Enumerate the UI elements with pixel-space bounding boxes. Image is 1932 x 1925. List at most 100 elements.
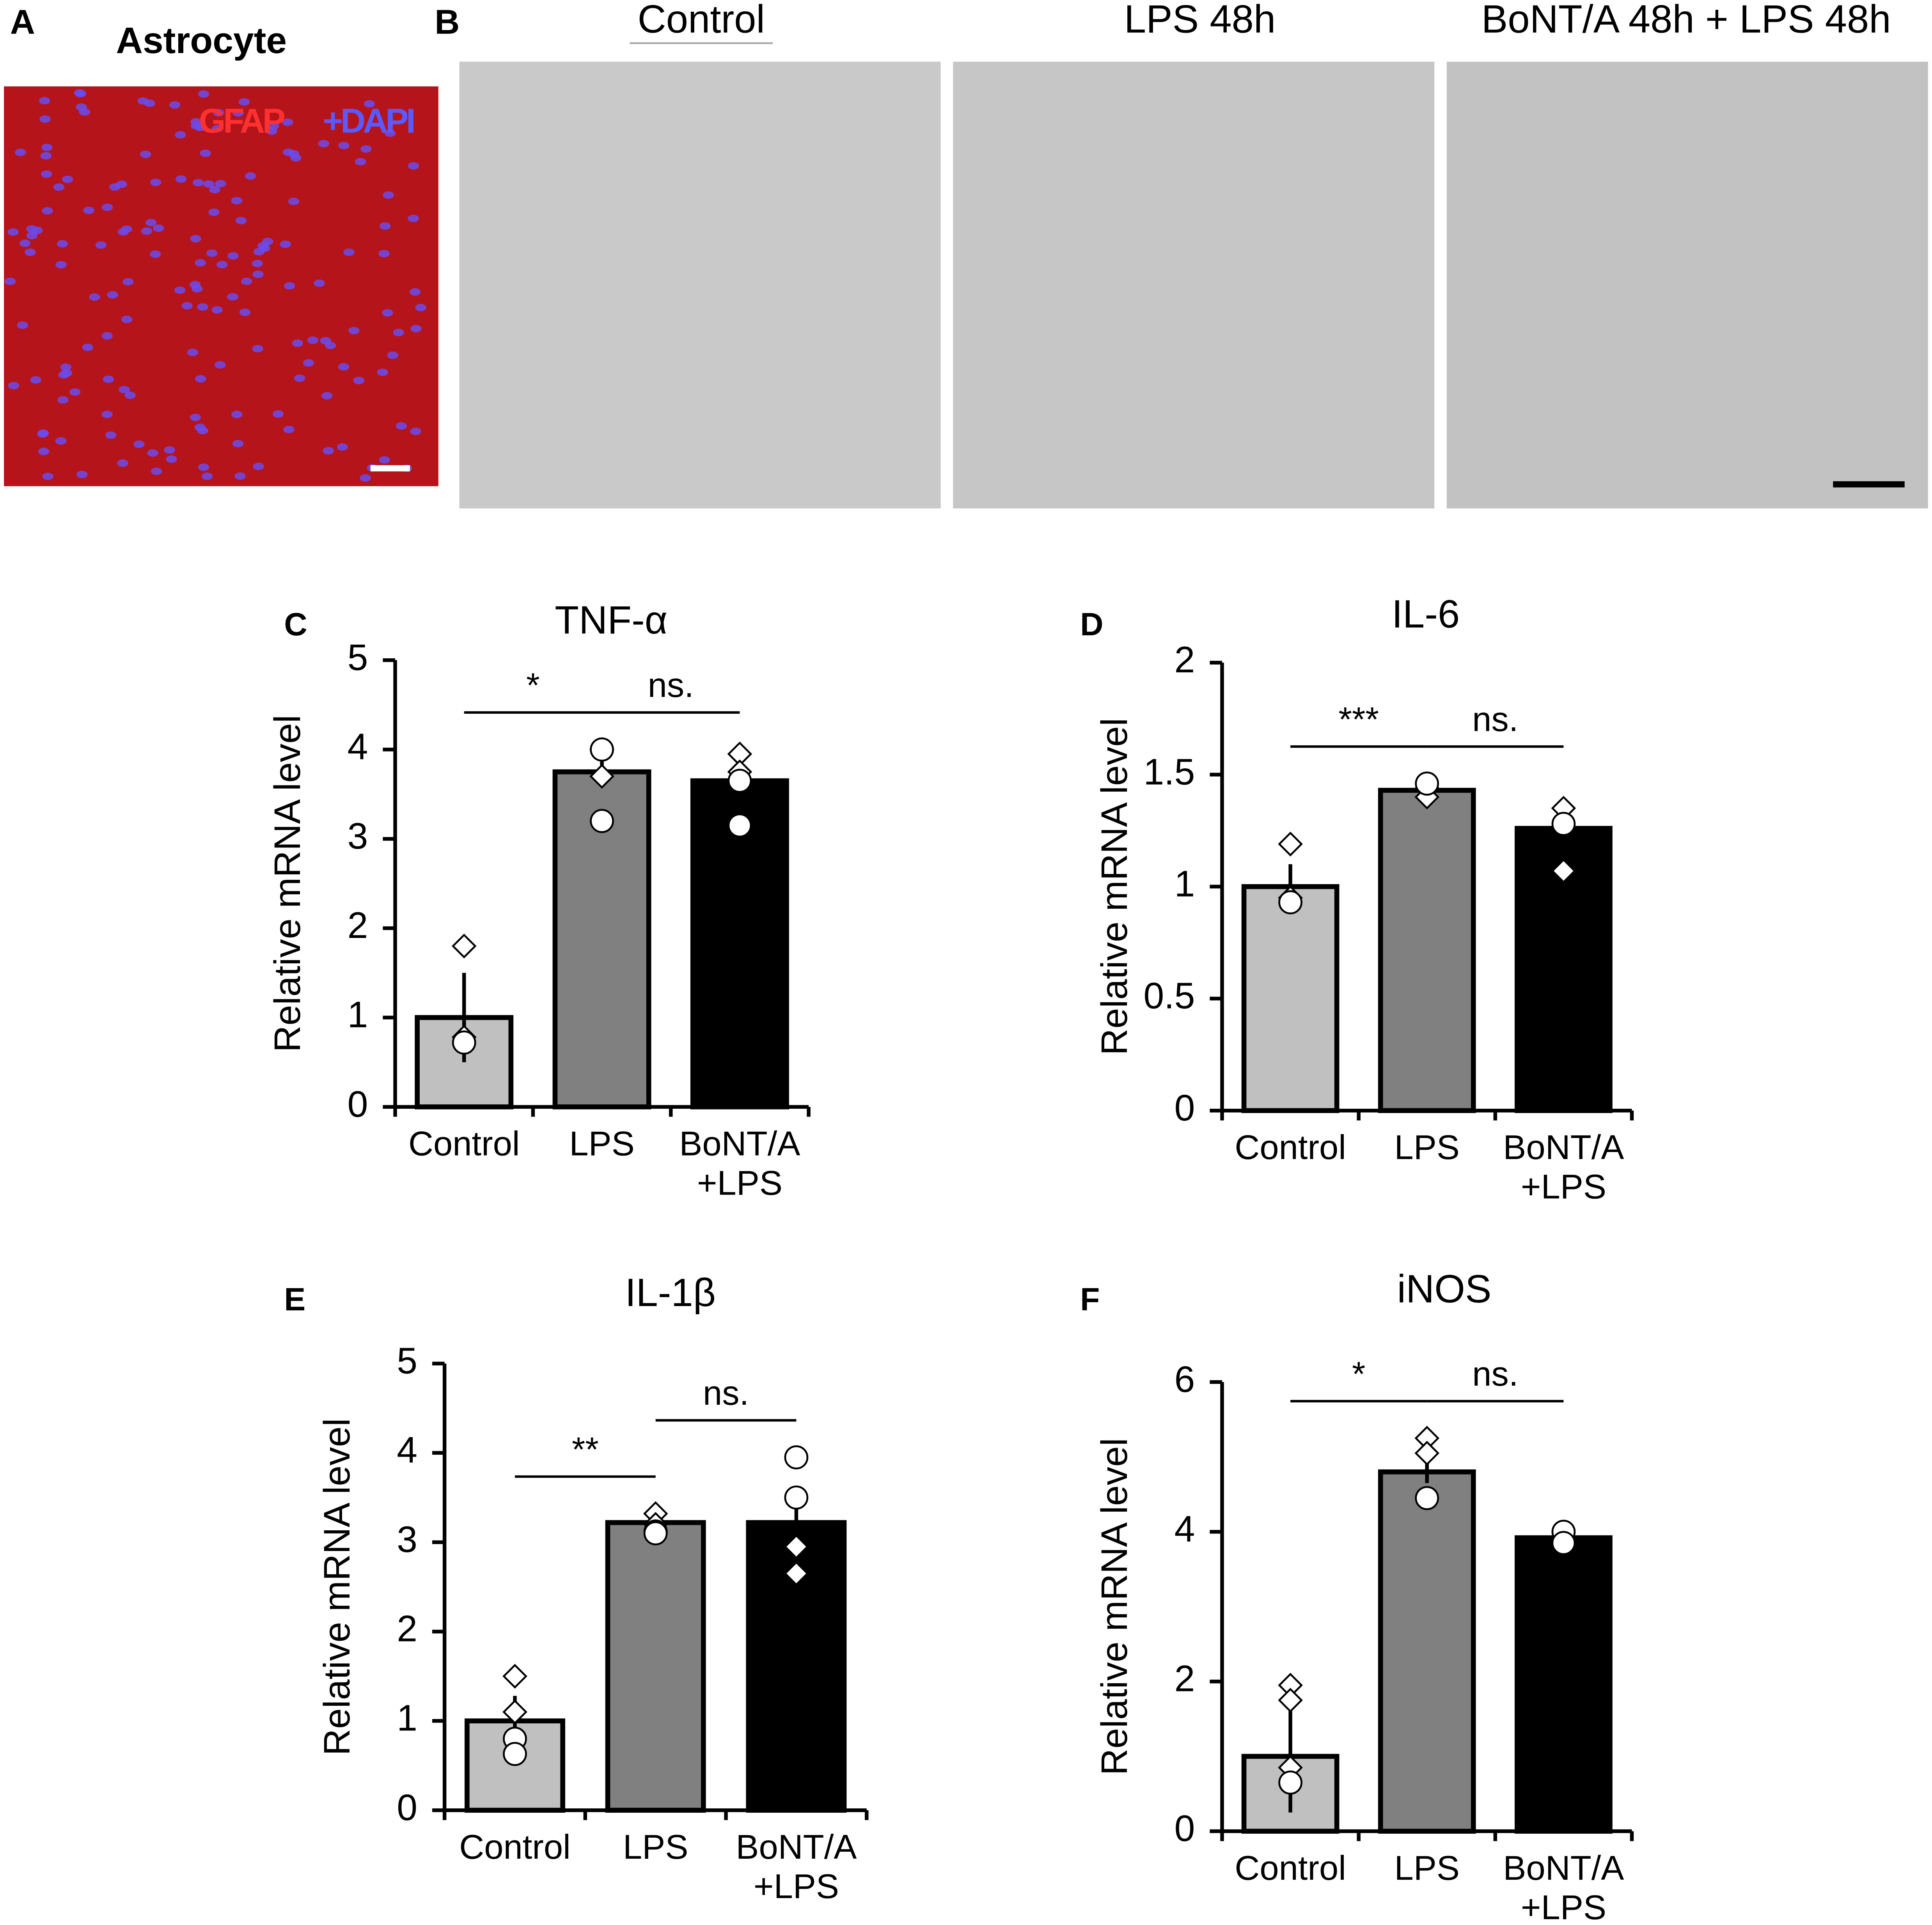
nucleus: [360, 145, 372, 153]
nucleus: [241, 277, 252, 285]
nucleus: [101, 332, 113, 340]
y-tick-label: 2: [397, 1608, 417, 1650]
bar: [605, 1520, 706, 1813]
nucleus: [348, 327, 360, 335]
nucleus: [55, 437, 67, 445]
nucleus: [252, 345, 263, 353]
y-tick-label: 1: [397, 1698, 417, 1739]
nucleus: [57, 396, 69, 404]
nucleus: [75, 90, 87, 97]
panel-letter: F: [1080, 1282, 1100, 1317]
brightfield-image: [459, 62, 941, 509]
nucleus: [7, 228, 19, 236]
nucleus: [105, 431, 117, 439]
significance-label: *: [1352, 1354, 1365, 1393]
nucleus: [343, 248, 355, 256]
nucleus: [19, 239, 31, 247]
nucleus: [364, 100, 375, 108]
data-point: [1278, 890, 1302, 915]
nucleus: [190, 413, 201, 421]
nucleus: [195, 375, 206, 383]
nucleus: [338, 142, 349, 149]
x-tick-label: LPS: [1394, 1849, 1460, 1887]
data-point: [590, 737, 614, 762]
panel-letter: B: [435, 3, 459, 41]
y-axis-label: Relative mRNA level: [267, 715, 308, 1052]
nucleus: [15, 149, 26, 156]
nucleus: [231, 411, 243, 418]
nucleus: [396, 422, 407, 430]
nucleus: [197, 303, 208, 311]
x-tick-label: LPS: [623, 1828, 688, 1866]
nucleus: [353, 377, 365, 385]
nucleus: [4, 277, 16, 285]
nucleus: [107, 291, 118, 299]
nucleus: [109, 183, 121, 191]
data-point: [451, 934, 477, 959]
data-point: [784, 1534, 809, 1559]
nucleus: [26, 232, 38, 239]
nucleus: [150, 179, 161, 186]
nucleus: [76, 103, 87, 111]
nucleus: [235, 217, 247, 225]
data-point: [590, 809, 614, 833]
nucleus: [41, 170, 52, 178]
nucleus: [208, 208, 220, 216]
y-tick-label: 0: [348, 1083, 368, 1125]
nucleus: [382, 309, 393, 317]
nucleus: [121, 225, 132, 233]
nucleus: [40, 152, 52, 160]
significance-label: **: [572, 1430, 599, 1468]
nucleus: [282, 118, 293, 126]
nucleus: [262, 238, 273, 245]
nucleus: [282, 148, 294, 156]
data-point: [1551, 812, 1576, 836]
nucleus: [175, 131, 186, 139]
x-tick-label: BoNT/A +LPS: [1503, 1128, 1624, 1206]
nucleus: [166, 455, 177, 463]
nucleus: [174, 286, 186, 294]
condition-label: LPS 48h: [1124, 0, 1276, 41]
nucleus: [213, 109, 224, 117]
brightfield-image: [1446, 62, 1928, 509]
y-tick-label: 0: [1174, 1808, 1195, 1849]
nucleus: [101, 410, 113, 418]
nucleus: [410, 325, 422, 333]
nucleus: [216, 261, 228, 268]
nucleus: [194, 424, 206, 431]
x-tick-label: LPS: [1394, 1128, 1460, 1166]
y-tick-label: 3: [348, 815, 368, 857]
nucleus: [164, 446, 175, 454]
nucleus: [288, 197, 300, 205]
nucleus: [101, 203, 113, 211]
panel-letter: A: [10, 3, 35, 41]
data-point: [503, 1742, 527, 1766]
data-point: [589, 764, 614, 789]
chart-title: TNF-α: [555, 598, 667, 642]
significance-label: ns.: [648, 666, 694, 704]
y-tick-label: 4: [397, 1429, 417, 1471]
y-tick-label: 1.5: [1144, 751, 1195, 792]
nucleus: [290, 154, 302, 162]
data-point: [1551, 858, 1576, 884]
y-axis-label: Relative mRNA level: [316, 1418, 358, 1756]
nucleus: [57, 240, 68, 248]
nucleus: [384, 129, 396, 137]
nucleus: [153, 224, 164, 232]
nucleus: [239, 308, 251, 316]
nucleus: [95, 241, 106, 249]
stain-label: +DAPI: [323, 101, 413, 140]
x-tick-label: Control: [1235, 1128, 1346, 1166]
nucleus: [119, 386, 130, 394]
nucleus: [266, 127, 277, 135]
scale-bar: [370, 465, 410, 472]
nucleus: [187, 349, 199, 356]
nucleus: [321, 392, 333, 400]
chart-title: IL-1β: [625, 1271, 716, 1315]
data-point: [452, 1030, 476, 1055]
nucleus: [252, 260, 263, 268]
nucleus: [209, 186, 220, 193]
stain-label: GFAP: [199, 101, 285, 140]
data-point: [1278, 831, 1303, 857]
nucleus: [39, 115, 51, 123]
